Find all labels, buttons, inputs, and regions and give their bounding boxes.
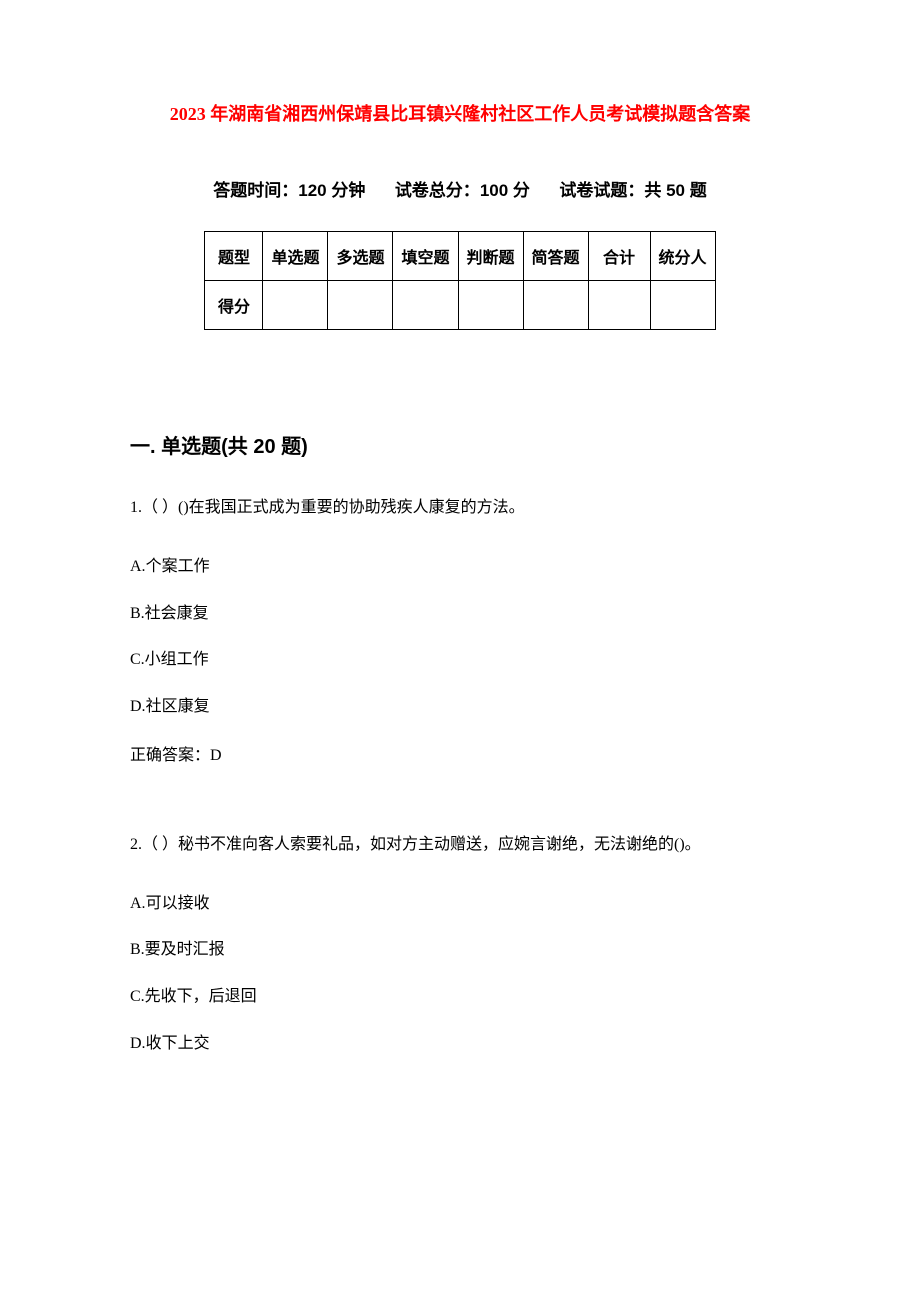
question-text: 1.（ ）()在我国正式成为重要的协助残疾人康复的方法。 — [130, 494, 790, 523]
answer-line: 正确答案：D — [130, 742, 790, 771]
table-empty-cell — [650, 281, 715, 330]
option-text: 收下上交 — [146, 1035, 210, 1052]
answer-label: 正确答案： — [130, 747, 210, 764]
question-number: 2. — [130, 836, 142, 853]
option-label: A. — [130, 558, 146, 575]
exam-info-bar: 答题时间：120 分钟 试卷总分：100 分 试卷试题：共 50 题 — [130, 176, 790, 201]
option-item: D.收下上交 — [130, 1030, 790, 1059]
question-number: 1. — [130, 499, 142, 516]
section-heading: 一. 单选题(共 20 题) — [130, 430, 790, 459]
total-label: 试卷总分： — [395, 181, 480, 200]
table-header-row: 题型 单选题 多选题 填空题 判断题 简答题 合计 统分人 — [205, 232, 715, 281]
option-text: 社会康复 — [145, 605, 209, 622]
option-item: A.个案工作 — [130, 553, 790, 582]
question-block: 2.（ ）秘书不准向客人索要礼品，如对方主动赠送，应婉言谢绝，无法谢绝的()。 … — [130, 831, 790, 1059]
question-stem: （ ）秘书不准向客人索要礼品，如对方主动赠送，应婉言谢绝，无法谢绝的()。 — [142, 836, 701, 853]
option-label: C. — [130, 651, 145, 668]
table-empty-cell — [393, 281, 458, 330]
question-block: 1.（ ）()在我国正式成为重要的协助残疾人康复的方法。 A.个案工作 B.社会… — [130, 494, 790, 771]
document-title: 2023 年湖南省湘西州保靖县比耳镇兴隆村社区工作人员考试模拟题含答案 — [130, 100, 790, 126]
table-header-cell: 题型 — [205, 232, 263, 281]
table-header-cell: 多选题 — [328, 232, 393, 281]
count-label: 试卷试题： — [559, 181, 644, 200]
option-label: B. — [130, 605, 145, 622]
total-value: 100 分 — [480, 181, 530, 200]
table-score-row: 得分 — [205, 281, 715, 330]
option-item: B.要及时汇报 — [130, 936, 790, 965]
table-score-label: 得分 — [205, 281, 263, 330]
table-header-cell: 合计 — [588, 232, 650, 281]
option-label: D. — [130, 1035, 146, 1052]
table-header-cell: 单选题 — [263, 232, 328, 281]
question-stem: （ ）()在我国正式成为重要的协助残疾人康复的方法。 — [142, 499, 525, 516]
option-label: D. — [130, 698, 146, 715]
score-table: 题型 单选题 多选题 填空题 判断题 简答题 合计 统分人 得分 — [204, 231, 715, 330]
option-item: D.社区康复 — [130, 693, 790, 722]
time-label: 答题时间： — [213, 181, 298, 200]
option-label: C. — [130, 988, 145, 1005]
answer-value: D — [210, 747, 222, 764]
table-empty-cell — [588, 281, 650, 330]
table-empty-cell — [328, 281, 393, 330]
option-text: 可以接收 — [146, 895, 210, 912]
option-item: A.可以接收 — [130, 890, 790, 919]
option-text: 要及时汇报 — [145, 941, 225, 958]
option-label: B. — [130, 941, 145, 958]
options-list: A.可以接收 B.要及时汇报 C.先收下，后退回 D.收下上交 — [130, 890, 790, 1059]
table-header-cell: 统分人 — [650, 232, 715, 281]
option-item: C.先收下，后退回 — [130, 983, 790, 1012]
table-empty-cell — [263, 281, 328, 330]
option-item: C.小组工作 — [130, 646, 790, 675]
option-text: 小组工作 — [145, 651, 209, 668]
time-value: 120 分钟 — [298, 181, 365, 200]
option-text: 先收下，后退回 — [145, 988, 257, 1005]
table-header-cell: 判断题 — [458, 232, 523, 281]
table-empty-cell — [523, 281, 588, 330]
count-value: 共 50 题 — [644, 181, 706, 200]
option-item: B.社会康复 — [130, 600, 790, 629]
question-text: 2.（ ）秘书不准向客人索要礼品，如对方主动赠送，应婉言谢绝，无法谢绝的()。 — [130, 831, 790, 860]
option-text: 社区康复 — [146, 698, 210, 715]
option-text: 个案工作 — [146, 558, 210, 575]
option-label: A. — [130, 895, 146, 912]
table-header-cell: 填空题 — [393, 232, 458, 281]
options-list: A.个案工作 B.社会康复 C.小组工作 D.社区康复 — [130, 553, 790, 722]
table-empty-cell — [458, 281, 523, 330]
table-header-cell: 简答题 — [523, 232, 588, 281]
